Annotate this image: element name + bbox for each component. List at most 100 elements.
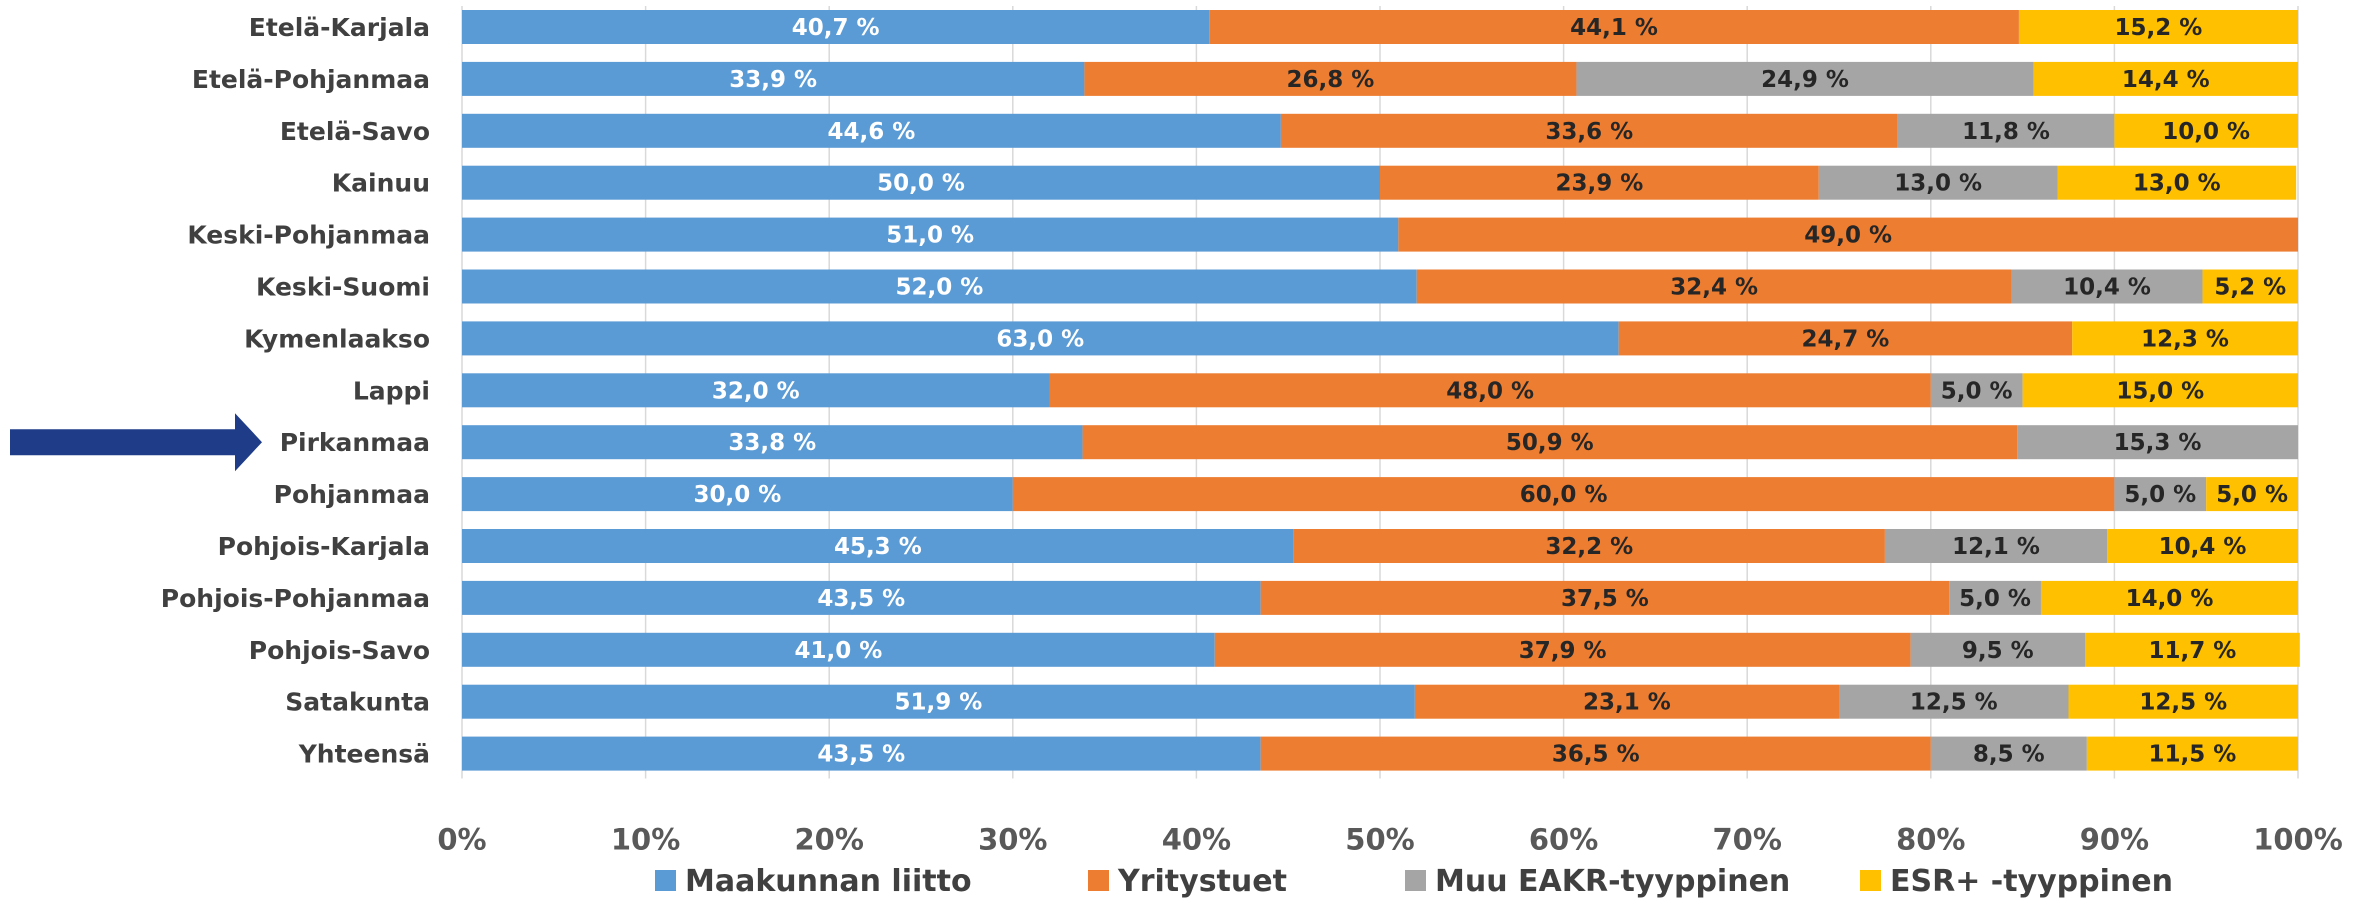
category-label: Pohjois-Karjala <box>218 532 430 561</box>
data-label: 63,0 % <box>996 326 1084 352</box>
legend-label: Muu EAKR-tyyppinen <box>1435 864 1790 899</box>
bar-segment <box>462 165 1380 200</box>
bar-segment <box>1910 632 2086 667</box>
data-label: 11,8 % <box>1962 119 2050 145</box>
bar-segment <box>462 477 1013 512</box>
x-tick-label: 20% <box>794 823 863 857</box>
x-tick-label: 30% <box>978 823 1047 857</box>
bar-segment <box>462 269 1417 304</box>
bar-segment <box>1209 10 2019 44</box>
category-label: Etelä-Karjala <box>249 13 430 42</box>
bar-segment <box>2206 477 2298 512</box>
data-label: 43,5 % <box>817 586 905 612</box>
highlight-arrow <box>10 413 262 472</box>
data-label: 33,6 % <box>1545 119 1633 145</box>
data-label: 15,0 % <box>2116 378 2204 404</box>
data-label: 12,5 % <box>1910 690 1998 716</box>
legend-label: Maakunnan liitto <box>685 864 972 899</box>
x-tick-label: 70% <box>1712 823 1781 857</box>
data-label: 15,2 % <box>2115 15 2203 41</box>
data-label: 11,5 % <box>2149 742 2237 768</box>
data-label: 10,4 % <box>2063 275 2151 301</box>
data-label: 24,9 % <box>1761 67 1849 93</box>
bar-segment <box>462 580 1261 615</box>
data-label: 15,3 % <box>2114 430 2202 456</box>
data-label: 5,0 % <box>1941 378 2013 404</box>
bar-segment <box>462 736 1261 771</box>
bar-segment <box>2018 10 2298 44</box>
data-label: 26,8 % <box>1287 67 1375 93</box>
data-label: 33,9 % <box>729 67 817 93</box>
category-label: Yhteensä <box>298 740 430 769</box>
category-labels: Etelä-Karjala Etelä-Pohjanmaa Etelä-Savo Ka… <box>161 13 430 769</box>
data-label: 36,5 % <box>1552 742 1640 768</box>
category-label: Satakunta <box>285 688 430 717</box>
category-label: Etelä-Pohjanmaa <box>192 65 430 94</box>
data-label: 5,0 % <box>2124 482 2196 508</box>
legend: Maakunnan liitto Yritystuet Muu EAKR-tyypp… <box>655 864 2173 899</box>
category-label: Pirkanmaa <box>280 428 430 457</box>
bar-segment <box>462 684 1415 719</box>
data-label: 32,0 % <box>712 378 800 404</box>
bar-segment <box>1930 736 2087 771</box>
bar-segment <box>1260 736 1931 771</box>
data-label: 5,2 % <box>2214 275 2286 301</box>
category-label: Pohjois-Pohjanmaa <box>161 584 430 613</box>
data-label: 11,7 % <box>2149 638 2237 664</box>
bar-segment <box>1618 321 2073 356</box>
x-tick-label: 100% <box>2253 823 2343 857</box>
bar-segment <box>2107 529 2298 563</box>
legend-swatch <box>1860 870 1881 891</box>
arrow-icon <box>10 413 262 472</box>
x-tick-label: 40% <box>1162 823 1231 857</box>
data-label: 14,0 % <box>2126 586 2214 612</box>
bars: 40,7 % 44,1 % 15,2 % 33,9 % 26,8 % 24,9 % 14,4… <box>462 10 2300 771</box>
bar-segment <box>2114 113 2298 148</box>
data-label: 50,0 % <box>877 171 965 197</box>
legend-label: ESR+ -tyyppinen <box>1890 864 2173 899</box>
bar-segment <box>1839 684 2069 719</box>
data-label: 13,0 % <box>1894 171 1982 197</box>
bar-segment <box>462 529 1294 563</box>
category-label: Lappi <box>353 376 430 405</box>
bar-segment <box>1818 165 2058 200</box>
data-label: 5,0 % <box>1959 586 2031 612</box>
bar-segment <box>2068 684 2298 719</box>
bar-segment <box>462 217 1399 252</box>
category-label: Pohjanmaa <box>274 480 430 509</box>
data-label: 50,9 % <box>1506 430 1594 456</box>
data-label: 51,0 % <box>886 223 974 249</box>
bar-segment <box>1398 217 2298 252</box>
bar-segment <box>2022 373 2298 408</box>
bar-segment <box>462 321 1619 356</box>
data-label: 51,9 % <box>895 690 983 716</box>
category-label: Kymenlaakso <box>244 324 430 353</box>
x-tick-label: 90% <box>2080 823 2149 857</box>
bar-segment <box>1260 580 1950 615</box>
data-label: 41,0 % <box>794 638 882 664</box>
bar-segment <box>2033 61 2298 96</box>
bar-segment <box>1280 113 1898 148</box>
bar-segment <box>2040 580 2298 615</box>
bar-segment <box>462 113 1281 148</box>
bar-segment <box>1414 684 1839 719</box>
bar-segment <box>1084 61 1577 96</box>
bar-segment <box>2114 477 2207 512</box>
bar-segment <box>462 10 1210 44</box>
category-label: Keski-Pohjanmaa <box>187 221 430 250</box>
data-label: 10,4 % <box>2159 534 2247 560</box>
bar-segment <box>1949 580 2041 615</box>
data-label: 5,0 % <box>2216 482 2288 508</box>
bar-segment <box>2011 269 2203 304</box>
data-label: 37,9 % <box>1519 638 1607 664</box>
data-label: 44,6 % <box>828 119 916 145</box>
bar-segment <box>462 632 1215 667</box>
bar-segment <box>462 373 1050 408</box>
category-label: Kainuu <box>332 169 430 198</box>
data-label: 43,5 % <box>817 742 905 768</box>
data-label: 12,3 % <box>2141 326 2229 352</box>
data-label: 8,5 % <box>1973 742 2045 768</box>
bar-segment <box>2072 321 2298 356</box>
data-label: 32,2 % <box>1545 534 1633 560</box>
data-label: 52,0 % <box>895 275 983 301</box>
